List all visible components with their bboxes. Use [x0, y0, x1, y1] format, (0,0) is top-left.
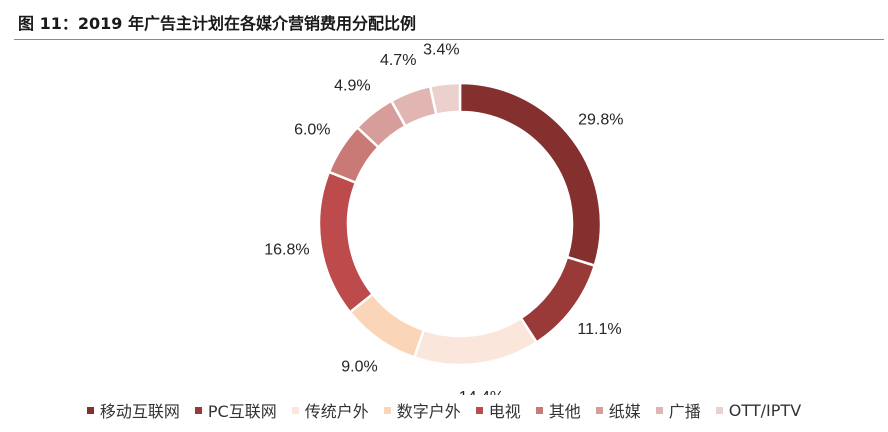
donut-slice-1 — [458, 81, 603, 268]
data-label-6: 6.0% — [294, 122, 330, 139]
legend-item-8: 广播 — [655, 398, 701, 422]
legend-label: 广播 — [668, 402, 701, 421]
legend-item-7: 纸媒 — [595, 398, 641, 422]
donut-slice-9 — [428, 81, 462, 117]
data-labels: 29.8% 11.1% 14.4% 9.0% 16.8% 6.0% 4.9% 4.7% 3.4% — [264, 42, 623, 396]
legend-swatch — [715, 406, 723, 414]
legend-item-4: 数字户外 — [383, 398, 461, 422]
donut-slice-3 — [412, 316, 539, 367]
data-label-4: 9.0% — [341, 359, 377, 376]
legend-label: PC互联网 — [207, 402, 277, 421]
donut-slice-5 — [317, 170, 375, 315]
legend-label: 数字户外 — [396, 402, 461, 421]
legend-label: 传统户外 — [304, 402, 369, 421]
legend-item-6: 其他 — [535, 398, 581, 422]
data-label-3: 14.4% — [459, 389, 504, 395]
legend-swatch — [475, 406, 483, 414]
data-label-1: 29.8% — [578, 112, 623, 129]
legend-item-1: 移动互联网 — [86, 398, 180, 422]
legend-swatch — [383, 406, 391, 414]
legend-swatch — [86, 406, 94, 414]
data-label-2: 11.1% — [577, 321, 621, 338]
legend-item-2: PC互联网 — [194, 398, 277, 422]
legend-label: 其他 — [548, 402, 581, 421]
title-divider — [14, 39, 884, 40]
legend-item-9: OTT/IPTV — [715, 400, 802, 420]
data-label-9: 3.4% — [423, 42, 459, 59]
chart-legend: 移动互联网 PC互联网 传统户外 数字户外 电视 其他 纸媒 广播 OTT/IPTV — [0, 398, 888, 422]
legend-label: 纸媒 — [608, 402, 641, 421]
figure-title: 图 11：2019 年广告主计划在各媒介营销费用分配比例 — [18, 14, 416, 33]
legend-label: OTT/IPTV — [728, 400, 802, 420]
data-label-7: 4.9% — [334, 78, 370, 95]
legend-label: 电视 — [488, 402, 521, 421]
legend-item-3: 传统户外 — [291, 398, 369, 422]
data-label-5: 16.8% — [264, 242, 309, 259]
legend-swatch — [655, 406, 663, 414]
legend-swatch — [595, 406, 603, 414]
legend-label: 移动互联网 — [99, 402, 180, 421]
legend-swatch — [291, 406, 299, 414]
donut-chart: 29.8% 11.1% 14.4% 9.0% 16.8% 6.0% 4.9% 4.7% 3.4% — [264, 42, 623, 396]
legend-swatch — [535, 406, 543, 414]
legend-item-5: 电视 — [475, 398, 521, 422]
donut-slices — [317, 81, 603, 367]
data-label-8: 4.7% — [380, 52, 416, 69]
legend-swatch — [194, 406, 202, 414]
